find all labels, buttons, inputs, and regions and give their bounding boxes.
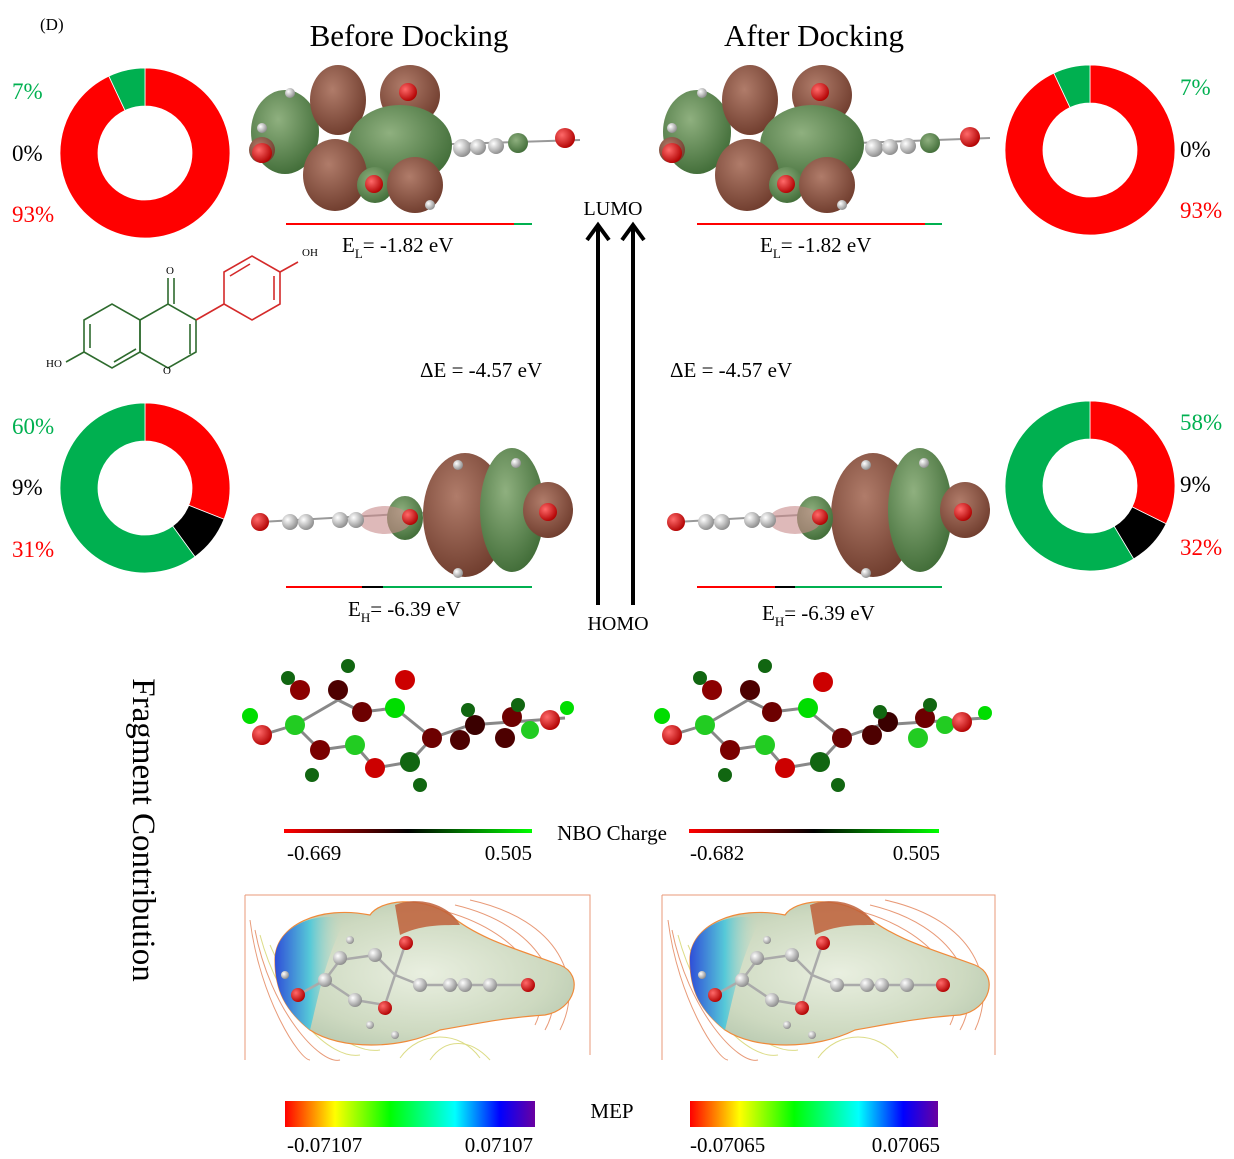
nbo-before-min: -0.669 bbox=[287, 841, 341, 865]
donut2-label-green: 60% bbox=[12, 414, 54, 439]
eh-label-before: EH= -6.39 eV bbox=[348, 597, 461, 625]
donut3-label-black: 9% bbox=[1180, 472, 1211, 497]
donut-lumo-before bbox=[59, 67, 231, 239]
delta-e-before: ΔE = -4.57 eV bbox=[420, 358, 542, 382]
homo-label: HOMO bbox=[587, 613, 648, 635]
mep-after-min: -0.07065 bbox=[690, 1133, 765, 1157]
donut-segment-red bbox=[144, 402, 231, 520]
homo-orbital-before bbox=[251, 448, 573, 578]
nbo-before-max: 0.505 bbox=[485, 841, 532, 865]
carbonyl-o-label: O bbox=[166, 265, 174, 277]
donut-segment-green bbox=[1053, 64, 1091, 109]
donut0-label-red: 93% bbox=[12, 202, 54, 227]
mep-title: MEP bbox=[590, 1099, 633, 1123]
donut1-label-red: 93% bbox=[1180, 198, 1222, 223]
panel-label: (D) bbox=[40, 15, 64, 34]
donut-lumo-after bbox=[1004, 64, 1176, 236]
fragment-contribution-label: Fragment Contribution bbox=[125, 678, 161, 981]
title-after-docking: After Docking bbox=[724, 18, 904, 53]
donut3-label-red: 32% bbox=[1180, 535, 1222, 560]
lumo-label: LUMO bbox=[584, 198, 643, 220]
donut-segment-green bbox=[59, 402, 196, 574]
mep-before-min: -0.07107 bbox=[287, 1133, 362, 1157]
chemical-structure bbox=[65, 255, 299, 369]
el-label-after: EL= -1.82 eV bbox=[760, 233, 871, 261]
delta-e-after: ΔE = -4.57 eV bbox=[670, 358, 792, 382]
energy-gap-arrows bbox=[585, 221, 646, 605]
donut0-label-green: 7% bbox=[12, 79, 43, 104]
donut-segment-green bbox=[108, 67, 146, 112]
title-before-docking: Before Docking bbox=[310, 18, 509, 53]
mep-before-max: 0.07107 bbox=[465, 1133, 533, 1157]
nbo-scale-bar-after bbox=[689, 829, 939, 833]
donut-segment-red bbox=[1004, 64, 1176, 236]
ho-label: HO bbox=[46, 358, 62, 370]
lumo-orbital-before bbox=[249, 65, 581, 213]
donut-homo-after bbox=[1004, 400, 1176, 572]
donut1-label-green: 7% bbox=[1180, 75, 1211, 100]
oh-label: OH bbox=[302, 247, 318, 259]
donut2-label-red: 31% bbox=[12, 537, 54, 562]
ring-o-label: O bbox=[163, 365, 171, 377]
donut-segment-red bbox=[59, 67, 231, 239]
donut1-label-black: 0% bbox=[1180, 137, 1211, 162]
donut-homo-before bbox=[59, 402, 231, 574]
mep-after-max: 0.07065 bbox=[872, 1133, 940, 1157]
donut3-label-green: 58% bbox=[1180, 410, 1222, 435]
nbo-molecule-before bbox=[242, 659, 574, 792]
nbo-molecule-after bbox=[654, 659, 992, 792]
nbo-after-min: -0.682 bbox=[690, 841, 744, 865]
mep-map-before bbox=[244, 894, 591, 1061]
eh-label-after: EH= -6.39 eV bbox=[762, 601, 875, 629]
el-label-before: EL= -1.82 eV bbox=[342, 233, 453, 261]
donut2-label-black: 9% bbox=[12, 475, 43, 500]
mep-map-after bbox=[661, 894, 996, 1061]
mep-scale-bar-before bbox=[285, 1101, 535, 1127]
nbo-scale-bar-before bbox=[284, 829, 532, 833]
homo-orbital-after bbox=[667, 448, 990, 578]
donut0-label-black: 0% bbox=[12, 141, 43, 166]
donut-segment-red bbox=[1089, 400, 1176, 525]
mep-scale-bar-after bbox=[690, 1101, 938, 1127]
nbo-charge-title: NBO Charge bbox=[557, 821, 667, 845]
lumo-orbital-after bbox=[659, 65, 991, 213]
donut-segment-green bbox=[1004, 400, 1135, 572]
nbo-after-max: 0.505 bbox=[893, 841, 940, 865]
